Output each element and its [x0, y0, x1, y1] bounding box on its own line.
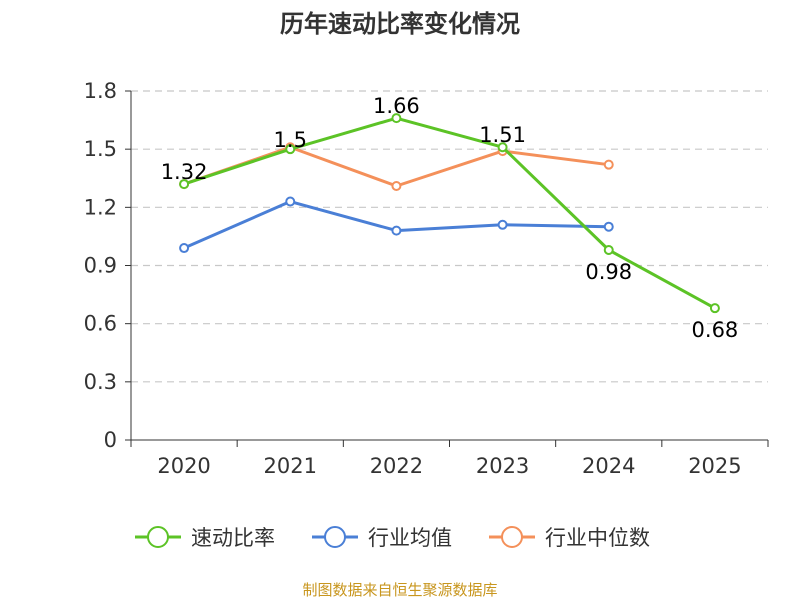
legend-item-行业均值[interactable]: 行业均值 — [312, 526, 452, 550]
x-tick-label: 2021 — [264, 454, 317, 478]
data-labels: 1.32 1.5 1.66 1.51 0.98 0.68 — [161, 94, 739, 342]
grid — [131, 90, 768, 383]
y-tick-label: 0.3 — [84, 370, 117, 394]
data-point[interactable] — [603, 244, 614, 255]
y-tick-label: 0.6 — [84, 312, 117, 336]
y-tick-label: 0.9 — [84, 254, 117, 278]
data-point[interactable] — [497, 142, 508, 153]
data-label: 1.66 — [373, 94, 420, 118]
chart-title: 历年速动比率变化情况 — [280, 10, 520, 38]
data-point[interactable] — [285, 144, 296, 155]
legend-label: 速动比率 — [191, 526, 275, 550]
data-point[interactable] — [179, 243, 190, 254]
axes: 0 0.3 0.6 0.9 1.2 1.5 1.8 2020 2021 2022 2023 2024 2… — [84, 79, 769, 478]
data-label: 1.51 — [479, 123, 526, 147]
data-point[interactable] — [391, 113, 402, 124]
data-label: 0.98 — [585, 260, 632, 284]
x-tick-label: 2023 — [476, 454, 529, 478]
series-layer — [179, 113, 720, 314]
x-tick-label: 2022 — [370, 454, 423, 478]
data-point[interactable] — [179, 179, 190, 190]
legend-marker — [147, 526, 169, 548]
x-tick-label: 2020 — [157, 454, 210, 478]
data-point[interactable] — [285, 196, 296, 207]
legend-marker — [501, 526, 523, 548]
legend-item-行业中位数[interactable]: 行业中位数 — [489, 526, 650, 550]
source-note: 制图数据来自恒生聚源数据库 — [302, 581, 497, 599]
data-label: 0.68 — [692, 318, 739, 342]
data-point[interactable] — [497, 219, 508, 230]
data-point[interactable] — [603, 159, 614, 170]
y-tick-label: 1.8 — [84, 79, 117, 103]
series-line-行业均值 — [183, 200, 609, 250]
legend[interactable]: 速动比率 行业均值 行业中位数 — [135, 526, 650, 550]
series-line-行业中位数 — [183, 145, 609, 188]
x-tick-label: 2025 — [688, 454, 741, 478]
data-point[interactable] — [603, 221, 614, 232]
series-line-速动比率 — [183, 116, 716, 310]
data-label: 1.32 — [161, 160, 208, 184]
data-label: 1.5 — [274, 128, 307, 152]
data-point[interactable] — [391, 181, 402, 192]
data-point[interactable] — [391, 225, 402, 236]
y-tick-label: 1.5 — [84, 137, 117, 161]
legend-label: 行业均值 — [368, 526, 452, 550]
data-point[interactable] — [709, 303, 720, 314]
y-tick-label: 1.2 — [84, 195, 117, 219]
y-tick-label: 0 — [104, 428, 117, 452]
x-tick-label: 2024 — [582, 454, 635, 478]
legend-label: 行业中位数 — [545, 526, 650, 550]
legend-marker — [324, 526, 346, 548]
legend-item-速动比率[interactable]: 速动比率 — [135, 526, 275, 550]
